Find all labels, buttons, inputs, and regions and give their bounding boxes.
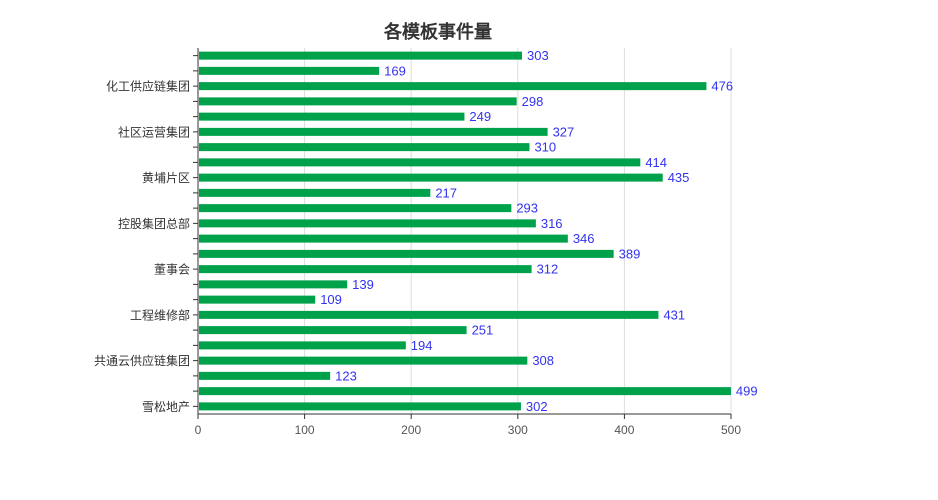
bar[interactable] [199, 280, 348, 289]
bar[interactable] [199, 97, 517, 106]
bar-value-label: 302 [526, 399, 548, 414]
bar[interactable] [199, 82, 707, 91]
bar-value-label: 476 [711, 79, 733, 94]
bar[interactable] [199, 326, 467, 335]
chart-title: 各模板事件量 [384, 22, 492, 43]
bar-value-label: 312 [537, 262, 559, 277]
bar-value-label: 109 [320, 292, 342, 307]
x-tick-label: 0 [195, 423, 202, 437]
y-category-label: 雪松地产 [142, 400, 190, 414]
bar-value-label: 194 [411, 338, 433, 353]
bar-value-label: 249 [469, 109, 491, 124]
bar-value-label: 303 [527, 48, 549, 63]
bar[interactable] [199, 295, 316, 304]
bar[interactable] [199, 127, 548, 136]
bar[interactable] [199, 66, 380, 75]
bar[interactable] [199, 265, 532, 274]
x-tick-label: 400 [614, 423, 634, 437]
y-category-label: 化工供应链集团 [106, 79, 190, 94]
x-tick-label: 300 [508, 423, 528, 437]
bar[interactable] [199, 51, 522, 60]
bar[interactable] [199, 204, 512, 213]
y-category-label: 董事会 [154, 263, 190, 277]
bar-value-label: 169 [384, 63, 406, 78]
x-tick-label: 200 [401, 423, 421, 437]
bar[interactable] [199, 402, 521, 411]
x-tick-label: 100 [295, 423, 315, 437]
bar-value-label: 316 [541, 216, 563, 231]
bar[interactable] [199, 310, 659, 319]
bar[interactable] [199, 143, 530, 152]
y-category-label: 黄埔片区 [142, 171, 190, 185]
bar[interactable] [199, 219, 536, 228]
bar-value-label: 431 [663, 307, 685, 322]
bar-value-label: 123 [335, 368, 357, 383]
bar-value-label: 139 [352, 277, 374, 292]
bar-value-label: 251 [472, 323, 494, 338]
bar-value-label: 327 [553, 124, 575, 139]
bar-value-label: 389 [619, 246, 641, 261]
bar[interactable] [199, 341, 406, 350]
bar[interactable] [199, 234, 568, 243]
bar-value-label: 308 [532, 353, 554, 368]
bar-value-label: 499 [736, 384, 758, 399]
bar-value-label: 310 [534, 140, 556, 155]
bar[interactable] [199, 387, 731, 396]
bar[interactable] [199, 173, 663, 182]
bar[interactable] [199, 112, 465, 121]
y-category-label: 工程维修部 [130, 307, 190, 322]
y-category-label: 社区运营集团 [118, 124, 190, 139]
bar-value-label: 435 [668, 170, 690, 185]
bar[interactable] [199, 371, 331, 380]
x-tick-label: 500 [721, 423, 741, 437]
bar-value-label: 346 [573, 231, 595, 246]
bar-value-label: 298 [522, 94, 544, 109]
bar[interactable] [199, 158, 641, 167]
bar-value-label: 217 [435, 185, 457, 200]
bar[interactable] [199, 356, 528, 365]
bar[interactable] [199, 188, 431, 197]
bar[interactable] [199, 249, 614, 258]
y-category-label: 控股集团总部 [118, 216, 190, 231]
bar-value-label: 414 [645, 155, 667, 170]
y-category-label: 共通云供应链集团 [94, 353, 190, 368]
bar-value-label: 293 [516, 201, 538, 216]
